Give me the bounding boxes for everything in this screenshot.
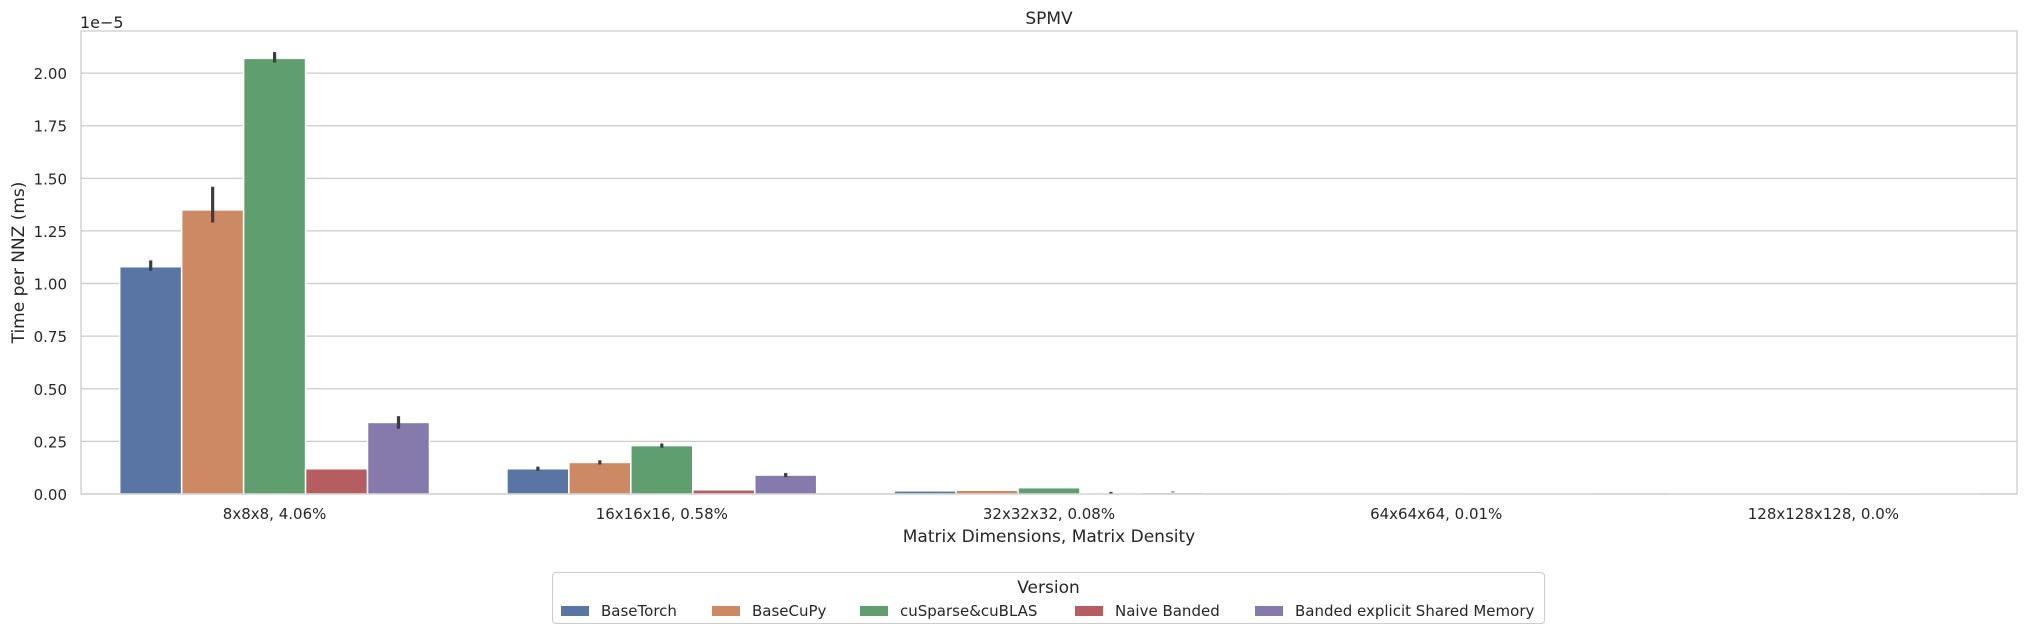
y-tick-label: 0.25 bbox=[34, 433, 67, 451]
x-tick-labels: 8x8x8, 4.06% 16x16x16, 0.58% 32x32x32, 0.0… bbox=[223, 505, 1899, 523]
legend: Version BaseTorch BaseCuPy cuSparse&cuBL… bbox=[552, 572, 1545, 624]
y-tick-label: 2.00 bbox=[34, 65, 67, 83]
y-tick-labels: 0.00 0.25 0.50 0.75 1.00 1.25 1.50 1.75 2.00 bbox=[34, 65, 67, 504]
bars bbox=[118, 57, 1980, 495]
legend-item-basetorch: BaseTorch bbox=[561, 601, 677, 621]
legend-title: Version bbox=[1017, 578, 1080, 598]
legend-item-cusparse-cublas: cuSparse&cuBLAS bbox=[860, 601, 1037, 621]
legend-item-banded-shared-memory: Banded explicit Shared Memory bbox=[1255, 601, 1534, 621]
x-axis-label: Matrix Dimensions, Matrix Density bbox=[903, 527, 1196, 547]
y-offset-label: 1e−5 bbox=[80, 13, 124, 32]
x-tick-label: 64x64x64, 0.01% bbox=[1370, 505, 1502, 523]
y-tick-label: 0.50 bbox=[34, 381, 67, 399]
legend-swatch bbox=[1075, 606, 1103, 616]
legend-swatch bbox=[860, 606, 888, 616]
y-tick-label: 1.25 bbox=[34, 223, 67, 241]
legend-item-naive-banded: Naive Banded bbox=[1075, 601, 1220, 621]
legend-item-basecupy: BaseCuPy bbox=[712, 601, 826, 621]
x-tick-label: 32x32x32, 0.08% bbox=[983, 505, 1115, 523]
chart-title: SPMV bbox=[1025, 9, 1073, 29]
bar bbox=[630, 444, 694, 495]
bar bbox=[506, 467, 570, 495]
y-axis-label: Time per NNZ (ms) bbox=[9, 182, 29, 345]
y-tick-label: 1.50 bbox=[34, 170, 67, 188]
legend-label: Banded explicit Shared Memory bbox=[1295, 602, 1535, 620]
x-tick-label: 16x16x16, 0.58% bbox=[596, 505, 728, 523]
legend-label: cuSparse&cuBLAS bbox=[900, 602, 1038, 620]
bar bbox=[242, 57, 307, 495]
y-tick-label: 0.00 bbox=[34, 486, 67, 504]
y-tick-label: 0.75 bbox=[34, 328, 67, 346]
y-tick-label: 1.75 bbox=[34, 118, 67, 136]
y-tick-label: 1.00 bbox=[34, 276, 67, 294]
bar bbox=[753, 474, 818, 495]
bar bbox=[568, 461, 632, 495]
legend-swatch bbox=[561, 606, 589, 616]
bar bbox=[1017, 486, 1081, 495]
bar bbox=[304, 467, 369, 495]
bar bbox=[366, 421, 431, 495]
legend-label: BaseCuPy bbox=[752, 602, 827, 620]
legend-swatch bbox=[712, 606, 740, 616]
x-tick-label: 128x128x128, 0.0% bbox=[1748, 505, 1899, 523]
legend-label: Naive Banded bbox=[1115, 602, 1220, 620]
bar bbox=[180, 209, 245, 495]
bar bbox=[692, 489, 756, 495]
bar bbox=[118, 265, 183, 495]
error-bars bbox=[149, 52, 1175, 494]
legend-swatch bbox=[1255, 606, 1283, 616]
legend-label: BaseTorch bbox=[601, 602, 677, 620]
plot-frame bbox=[80, 30, 2018, 495]
x-tick-label: 8x8x8, 4.06% bbox=[223, 505, 327, 523]
